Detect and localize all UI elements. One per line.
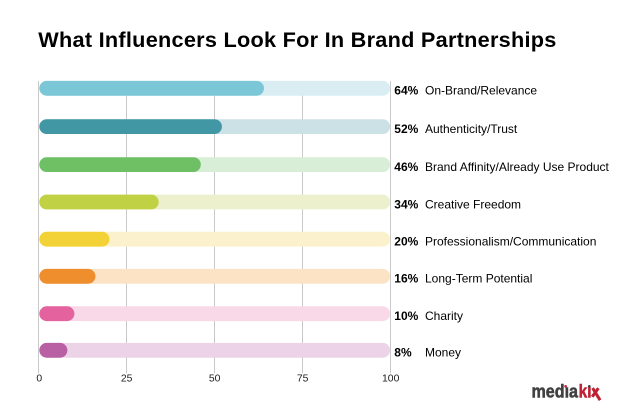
svg-text:10%: 10% <box>394 309 418 323</box>
svg-text:Money: Money <box>425 346 461 360</box>
svg-text:medıa: medıa <box>532 380 579 401</box>
svg-text:25: 25 <box>121 374 133 385</box>
svg-text:50: 50 <box>209 374 221 385</box>
svg-text:Charity: Charity <box>425 309 463 323</box>
svg-text:64%: 64% <box>394 84 418 98</box>
svg-text:20%: 20% <box>394 235 418 249</box>
svg-text:Creative Freedom: Creative Freedom <box>425 197 521 211</box>
svg-text:100: 100 <box>382 374 400 385</box>
svg-text:0: 0 <box>36 374 42 385</box>
svg-text:kı: kı <box>579 380 592 401</box>
svg-text:75: 75 <box>297 374 309 385</box>
svg-text:16%: 16% <box>394 272 418 286</box>
svg-text:34%: 34% <box>394 197 418 211</box>
svg-text:46%: 46% <box>394 160 418 174</box>
svg-text:52%: 52% <box>394 122 418 136</box>
svg-text:On-Brand/Relevance: On-Brand/Relevance <box>425 84 537 98</box>
svg-text:8%: 8% <box>394 346 412 360</box>
svg-text:Professionalism/Communication: Professionalism/Communication <box>425 235 596 249</box>
svg-text:Long-Term Potential: Long-Term Potential <box>425 272 532 286</box>
svg-text:Brand Affinity/Already Use Pro: Brand Affinity/Already Use Product <box>425 160 610 174</box>
svg-text:Authenticity/Trust: Authenticity/Trust <box>425 122 518 136</box>
